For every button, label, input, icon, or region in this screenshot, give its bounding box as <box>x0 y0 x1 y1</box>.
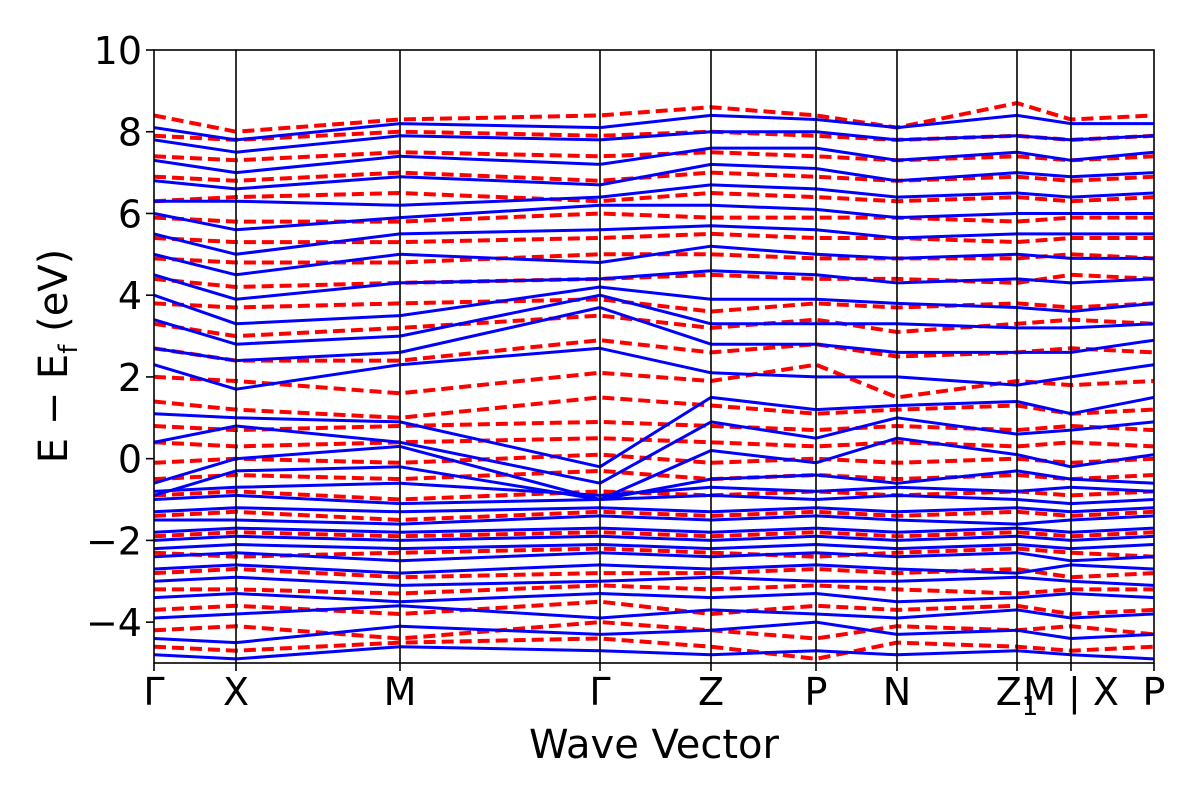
series-dashed-bands <box>154 101 1154 661</box>
band-line-solid-0 <box>154 645 1154 661</box>
svg-text:E − Ef (eV): E − Ef (eV) <box>31 249 84 464</box>
y-tick-label-3: 2 <box>118 356 142 400</box>
band-line-solid-2 <box>154 604 1154 620</box>
band-line-dashed-8 <box>154 489 1154 502</box>
band-line-solid-11 <box>154 506 1154 514</box>
band-line-solid-13 <box>154 481 1154 497</box>
band-line-solid-19 <box>154 306 1154 363</box>
y-tick-label-7: 10 <box>94 29 142 73</box>
x-tick-label-5: P <box>805 670 828 714</box>
band-line-solid-24 <box>154 224 1154 256</box>
x-tick-label-3: Γ <box>589 670 610 714</box>
band-line-dashed-13 <box>154 395 1154 420</box>
band-line-solid-30 <box>154 113 1154 142</box>
band-line-solid-14 <box>154 465 1154 501</box>
x-tick-label-subscript-7: 1 <box>1022 692 1039 722</box>
band-line-dashed-10 <box>154 452 1154 465</box>
band-line-dashed-21 <box>154 211 1154 224</box>
y-axis-label: E − Ef (eV) <box>31 249 84 464</box>
x-tick-label-1: X <box>223 670 249 714</box>
band-line-dashed-16 <box>154 313 1154 339</box>
band-line-solid-20 <box>154 293 1154 346</box>
band-line-solid-1 <box>154 620 1154 645</box>
band-line-dashed-26 <box>154 101 1154 134</box>
y-axis-label-subscript: f <box>54 344 84 354</box>
y-axis-label-suffix: (eV) <box>31 249 77 345</box>
band-line-dashed-22 <box>154 191 1154 204</box>
y-axis-label-prefix: E − E <box>31 354 77 464</box>
y-axis-ticks: −4 −2 0 2 4 6 8 10 <box>86 29 154 645</box>
band-line-solid-3 <box>154 592 1154 604</box>
x-tick-label-2: M <box>384 670 417 714</box>
band-line-solid-23 <box>154 244 1154 277</box>
band-line-dashed-15 <box>154 338 1154 363</box>
x-tick-label-8: M | X <box>1023 670 1119 715</box>
band-line-solid-29 <box>154 130 1154 154</box>
band-line-solid-27 <box>154 162 1154 191</box>
band-line-solid-10 <box>154 514 1154 526</box>
band-line-dashed-20 <box>154 231 1154 245</box>
band-line-dashed-7 <box>154 509 1154 522</box>
band-line-dashed-23 <box>154 170 1154 183</box>
band-line-solid-21 <box>154 285 1154 326</box>
band-line-dashed-24 <box>154 150 1154 163</box>
band-line-solid-15 <box>154 436 1154 501</box>
band-line-solid-25 <box>154 203 1154 232</box>
x-tick-label-6: N <box>883 670 911 714</box>
x-tick-label-4: Z <box>698 670 724 714</box>
series-layer <box>154 101 1154 661</box>
band-line-solid-18 <box>154 346 1154 391</box>
y-tick-label-2: 0 <box>118 438 142 482</box>
band-line-solid-7 <box>154 543 1154 551</box>
band-line-solid-12 <box>154 493 1154 506</box>
band-line-dashed-9 <box>154 468 1154 482</box>
band-line-dashed-17 <box>154 297 1154 314</box>
band-line-solid-16 <box>154 416 1154 485</box>
y-tick-label-0: −4 <box>86 601 142 645</box>
y-tick-label-6: 8 <box>118 111 142 155</box>
band-line-dashed-18 <box>154 272 1154 289</box>
series-solid-bands <box>154 113 1154 661</box>
x-tick-label-0: Γ <box>143 670 164 714</box>
band-line-solid-17 <box>154 395 1154 469</box>
band-line-dashed-0 <box>154 636 1154 661</box>
y-tick-label-5: 6 <box>118 192 142 236</box>
band-line-dashed-4 <box>154 567 1154 580</box>
band-line-dashed-11 <box>154 436 1154 449</box>
band-line-solid-4 <box>154 575 1154 587</box>
y-tick-label-4: 4 <box>118 274 142 318</box>
band-line-dashed-6 <box>154 530 1154 539</box>
x-axis-label: Wave Vector <box>529 722 780 768</box>
high-symmetry-lines <box>235 50 1072 663</box>
band-line-solid-6 <box>154 551 1154 563</box>
y-tick-label-1: −2 <box>86 519 142 563</box>
band-line-dashed-3 <box>154 583 1154 596</box>
band-line-dashed-5 <box>154 546 1154 559</box>
band-line-solid-9 <box>154 526 1154 534</box>
band-line-solid-26 <box>154 183 1154 207</box>
band-line-solid-22 <box>154 269 1154 301</box>
band-line-dashed-12 <box>154 419 1154 433</box>
plot-frame <box>153 49 1155 664</box>
band-line-solid-8 <box>154 534 1154 542</box>
band-line-solid-5 <box>154 563 1154 575</box>
x-tick-label-9: P <box>1143 670 1166 714</box>
band-line-solid-28 <box>154 146 1154 175</box>
band-line-dashed-14 <box>154 362 1154 400</box>
band-line-dashed-1 <box>154 620 1154 641</box>
